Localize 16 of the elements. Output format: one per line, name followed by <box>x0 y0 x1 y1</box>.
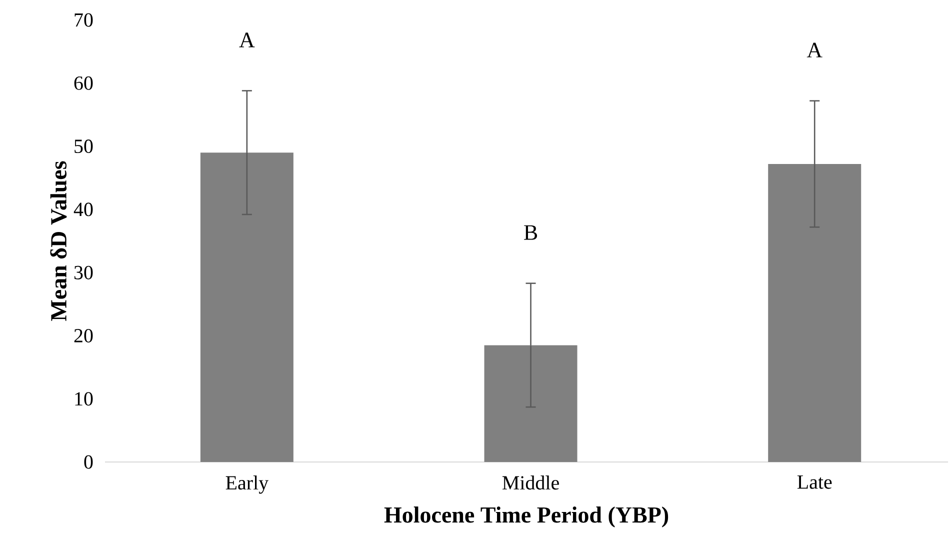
x-tick-label: Middle <box>502 476 559 490</box>
y-tick-label: 10 <box>75 392 93 406</box>
x-tick-label: Late <box>797 476 832 489</box>
annotation: B <box>524 225 538 240</box>
y-tick-label: 60 <box>74 76 93 90</box>
y-axis-title: Mean δD Values <box>50 161 67 321</box>
y-tick-label: 50 <box>74 140 93 154</box>
y-tick-label: 70 <box>74 13 93 27</box>
y-tick-label: 0 <box>84 455 93 469</box>
x-tick-label: Early <box>226 476 269 494</box>
y-tick-label: 30 <box>74 266 93 280</box>
y-tick-label: 40 <box>74 202 93 216</box>
annotation: A <box>239 32 255 48</box>
x-axis-title: Holocene Time Period (YBP) <box>384 506 668 528</box>
y-tick-label: 20 <box>74 328 93 342</box>
annotation: A <box>806 42 822 58</box>
